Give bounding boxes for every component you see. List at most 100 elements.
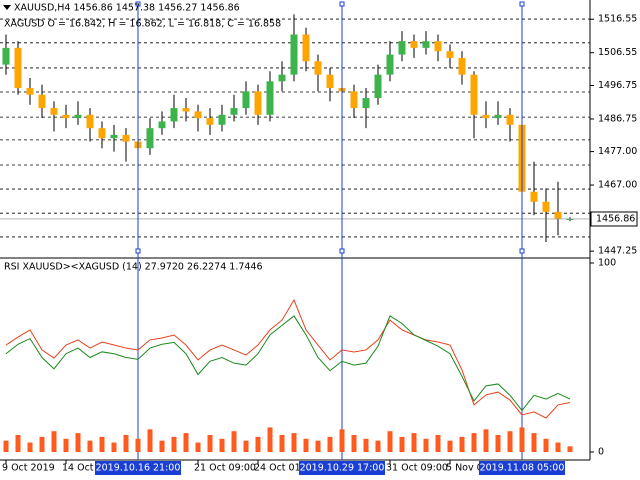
candle-body (314, 61, 322, 75)
volume-bar (555, 442, 561, 452)
volume-bar (351, 434, 357, 452)
marker-time-label: 2019.10.16 21:00 (96, 463, 181, 474)
x-tick-label: 31 Oct 09:00 (386, 463, 448, 474)
marker-handle (519, 1, 525, 7)
candle-body (362, 98, 370, 109)
candle-body (542, 201, 550, 212)
volume-bar (87, 440, 93, 452)
marker-handle (519, 248, 525, 254)
volume-bar (447, 440, 453, 452)
y-tick-label: 1477.00 (598, 146, 637, 157)
volume-bar (135, 438, 141, 452)
volume-bar (207, 434, 213, 452)
candle-body (218, 114, 226, 125)
candle-body (182, 108, 190, 112)
marker-handle (135, 1, 141, 7)
candle-body (122, 134, 130, 142)
price-title: XAUUSD,H4 1456.86 1457.38 1456.27 1456.8… (14, 3, 240, 14)
volume-bar (3, 440, 9, 452)
marker-handle (339, 1, 345, 7)
volume-bar (183, 433, 189, 452)
marker-time-label: 2019.10.29 17:00 (300, 463, 385, 474)
marker-time-box (479, 461, 565, 475)
volume-bar (411, 433, 417, 452)
candle-body (110, 134, 118, 139)
candle-body (410, 41, 418, 48)
volume-bar (27, 442, 33, 452)
marker-time-label: 2019.11.08 05:00 (480, 463, 565, 474)
candle-body (422, 41, 430, 48)
marker-time-box (95, 461, 181, 475)
candle-body (470, 74, 478, 115)
y-tick-label: 1506.55 (598, 47, 637, 58)
volume-bar (471, 433, 477, 452)
y-tick-label: 1486.75 (598, 113, 637, 124)
volume-bar (123, 434, 129, 452)
candle-body (62, 114, 70, 119)
volume-bar (543, 438, 549, 452)
volume-bar (519, 427, 525, 452)
menu-arrow[interactable] (3, 5, 11, 10)
price-subtitle: XAGUSD O = 16.842, H = 16.862, L = 16.81… (4, 19, 281, 30)
volume-bar (495, 434, 501, 452)
volume-bar (15, 434, 21, 452)
marker-handle (339, 248, 345, 254)
candle-body (242, 91, 250, 109)
candle-body (386, 54, 394, 75)
volume-bar (243, 440, 249, 452)
volume-bar (363, 438, 369, 452)
candle-body (2, 47, 10, 65)
candle-body (530, 191, 538, 202)
candle-body (290, 34, 298, 75)
candle-body (554, 211, 562, 219)
volume-bar (111, 442, 117, 452)
candle-body (170, 108, 178, 122)
x-tick-label: 14 Oct (62, 463, 94, 474)
volume-bar (315, 440, 321, 452)
candle-body (494, 114, 502, 119)
candle-body (74, 114, 82, 119)
volume-bar (147, 429, 153, 452)
volume-bar (507, 431, 513, 452)
volume-bar (459, 436, 465, 452)
candle-body (146, 128, 154, 149)
candle-body (326, 74, 334, 89)
volume-bar (291, 433, 297, 452)
volume-bar (171, 436, 177, 452)
y-tick-label: 0 (598, 447, 604, 458)
y-tick-label: 1447.25 (598, 246, 637, 257)
y-tick-label: 1516.55 (598, 14, 637, 25)
volume-bar (303, 438, 309, 452)
volume-bar (327, 436, 333, 452)
last-price-box (590, 211, 638, 227)
candle-body (38, 94, 46, 109)
volume-bar (567, 446, 573, 452)
last-price-label: 1456.86 (596, 213, 635, 224)
volume-bar (267, 427, 273, 452)
candle-body (86, 114, 94, 129)
candle-body (230, 108, 238, 115)
rsi-line (5, 315, 571, 412)
volume-bar (423, 438, 429, 452)
x-tick-label: 9 Oct 2019 (2, 463, 55, 474)
candle-body (194, 111, 202, 119)
volume-bar (387, 431, 393, 452)
candle-body (14, 47, 22, 89)
rsi-line (5, 298, 571, 419)
volume-bar (231, 431, 237, 452)
candle-body (506, 114, 514, 125)
volume-bar (159, 440, 165, 452)
candle-body (446, 51, 454, 58)
volume-bar (75, 433, 81, 452)
y-tick-label: 100 (598, 258, 616, 269)
candle-body (254, 91, 262, 115)
candle-body (206, 118, 214, 125)
y-tick-label: 1496.75 (598, 80, 637, 91)
volume-bar (51, 431, 57, 452)
volume-bar (375, 440, 381, 452)
marker-handle (135, 248, 141, 254)
volume-bar (435, 434, 441, 452)
